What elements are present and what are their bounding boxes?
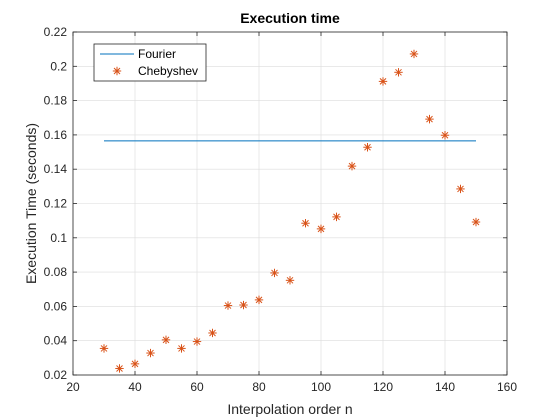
asterisk-stroke xyxy=(116,365,123,372)
chebyshev-point xyxy=(161,335,171,345)
chebyshev-point xyxy=(115,364,124,373)
y-tick-label: 0.1 xyxy=(50,231,67,245)
chart-title: Execution time xyxy=(240,10,340,26)
asterisk-stroke xyxy=(441,131,449,139)
y-axis-label: Execution Time (seconds) xyxy=(23,123,39,284)
asterisk-stroke xyxy=(255,296,263,304)
chebyshev-point xyxy=(301,219,310,228)
asterisk-stroke xyxy=(457,185,464,193)
chebyshev-point xyxy=(177,344,186,353)
axis-ticks: 20 40 60 80 100 120 140 160 0.02 0.04 0.06 0.08 0.1 0… xyxy=(44,25,518,394)
chebyshev-point xyxy=(285,276,295,285)
y-tick-label: 0.02 xyxy=(44,368,68,382)
asterisk-stroke xyxy=(395,68,402,76)
chebyshev-point xyxy=(456,184,465,194)
asterisk-stroke xyxy=(286,276,294,284)
asterisk-stroke xyxy=(100,345,108,352)
chebyshev-point xyxy=(378,77,388,86)
chebyshev-point xyxy=(347,161,357,171)
chebyshev-point xyxy=(223,301,233,310)
x-tick-label: 100 xyxy=(311,380,331,394)
x-tick-label: 40 xyxy=(128,380,142,394)
asterisk-stroke xyxy=(271,269,278,277)
asterisk-stroke xyxy=(162,336,170,344)
chebyshev-point xyxy=(208,328,217,338)
chebyshev-point xyxy=(192,337,202,346)
asterisk-stroke xyxy=(113,67,121,75)
asterisk-stroke xyxy=(410,50,418,58)
x-tick-label: 120 xyxy=(373,380,393,394)
y-tick-label: 0.04 xyxy=(44,334,68,348)
chebyshev-point xyxy=(270,268,279,278)
chebyshev-point xyxy=(394,68,403,77)
legend-chebyshev-label: Chebyshev xyxy=(138,64,198,78)
asterisk-stroke xyxy=(379,78,387,85)
y-tick-label: 0.14 xyxy=(44,162,68,176)
asterisk-stroke xyxy=(348,162,356,170)
asterisk-stroke xyxy=(193,338,201,345)
chebyshev-point xyxy=(99,344,109,353)
asterisk-stroke xyxy=(302,219,309,227)
chebyshev-point xyxy=(363,143,372,152)
chebyshev-point xyxy=(471,217,481,227)
legend-box xyxy=(93,43,207,82)
chebyshev-point xyxy=(130,359,140,369)
y-tick-label: 0.06 xyxy=(44,299,68,313)
legend: Fourier Chebyshev xyxy=(93,43,207,82)
x-tick-label: 20 xyxy=(66,380,80,394)
y-tick-label: 0.12 xyxy=(44,197,68,211)
x-tick-label: 140 xyxy=(435,380,455,394)
chebyshev-point xyxy=(254,295,264,305)
x-tick-label: 160 xyxy=(497,380,517,394)
asterisk-stroke xyxy=(426,115,433,123)
asterisk-stroke xyxy=(472,218,480,226)
y-tick-label: 0.2 xyxy=(50,59,67,73)
asterisk-stroke xyxy=(209,329,216,337)
asterisk-stroke xyxy=(178,345,185,352)
y-tick-label: 0.08 xyxy=(44,265,68,279)
series-layer xyxy=(99,49,481,373)
asterisk-stroke xyxy=(131,360,139,368)
chebyshev-point xyxy=(146,348,155,358)
y-tick-label: 0.18 xyxy=(44,94,68,108)
legend-asterisk xyxy=(112,66,122,76)
chebyshev-point xyxy=(332,212,341,222)
asterisk-stroke xyxy=(240,301,247,309)
x-axis-label: Interpolation order n xyxy=(227,401,352,417)
asterisk-stroke xyxy=(147,349,154,357)
chebyshev-point xyxy=(316,224,326,234)
asterisk-stroke xyxy=(333,213,340,221)
legend-chebyshev-asterisk-icon xyxy=(112,66,122,76)
chebyshev-point xyxy=(239,300,248,310)
x-tick-label: 80 xyxy=(252,380,266,394)
y-tick-label: 0.22 xyxy=(44,25,68,39)
x-tick-label: 60 xyxy=(190,380,204,394)
legend-fourier-label: Fourier xyxy=(138,47,176,61)
chebyshev-point xyxy=(409,49,419,59)
asterisk-stroke xyxy=(317,225,325,233)
asterisk-stroke xyxy=(364,143,371,151)
chebyshev-point xyxy=(425,114,434,124)
chebyshev-point xyxy=(440,131,450,140)
y-tick-label: 0.16 xyxy=(44,128,68,142)
asterisk-stroke xyxy=(224,302,232,309)
